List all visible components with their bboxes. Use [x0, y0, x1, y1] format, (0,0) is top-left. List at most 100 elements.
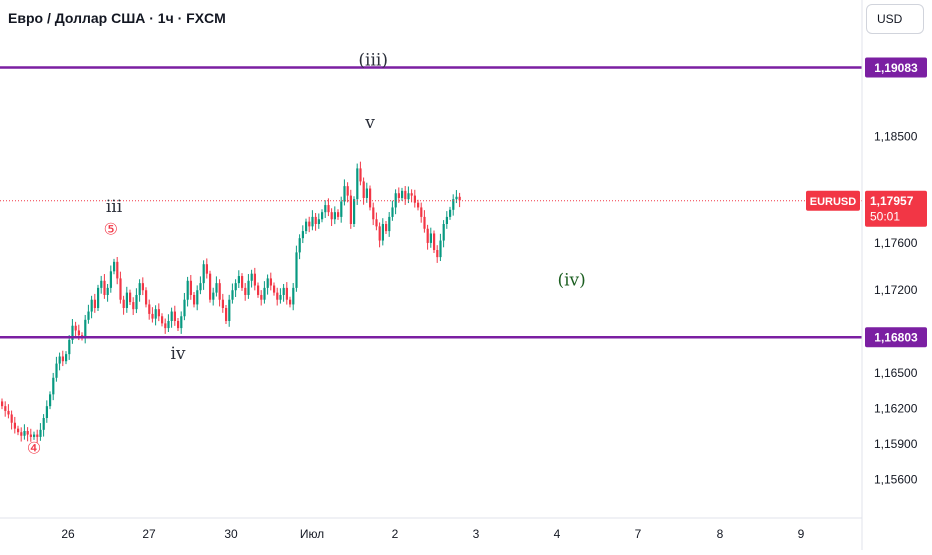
candle-body [77, 330, 80, 336]
candle-body [212, 292, 215, 300]
candle [311, 210, 314, 231]
candle-body [52, 377, 55, 395]
candle [247, 274, 250, 299]
candle [23, 424, 26, 440]
wave-label[interactable]: iii [106, 197, 123, 217]
candle-body [164, 323, 167, 329]
x-tick-label: 27 [142, 527, 156, 541]
candle [343, 179, 346, 206]
candle-body [87, 311, 90, 320]
candle-body [449, 209, 452, 217]
candle-body [49, 394, 52, 407]
candle-body [193, 294, 196, 305]
candle-body [93, 299, 96, 308]
candle-body [253, 273, 256, 286]
candle [295, 245, 298, 292]
wave-label[interactable]: (iii) [358, 50, 388, 70]
candle-body [298, 238, 301, 253]
wave-label[interactable]: ⑤ [104, 220, 118, 239]
candle [298, 234, 301, 260]
candle-body [292, 287, 295, 305]
candle [106, 283, 109, 302]
candle-body [90, 299, 93, 312]
candle [241, 273, 244, 291]
candle [234, 279, 237, 297]
candle [196, 285, 199, 311]
candle [417, 199, 420, 211]
candle-body [10, 414, 13, 423]
candle-body [218, 283, 221, 300]
candle-body [250, 273, 253, 281]
level-tag-value: 1,16803 [874, 331, 918, 345]
candle [20, 427, 23, 442]
wave-label[interactable]: v [364, 113, 375, 133]
candle-body [215, 283, 218, 293]
candle-body [433, 233, 436, 251]
candle [113, 258, 116, 275]
candle [237, 270, 240, 288]
candle [349, 189, 352, 229]
chart-title: Евро / Доллар США · 1ч · FXCM [8, 10, 226, 26]
candle [180, 311, 183, 334]
candle [253, 267, 256, 291]
candle-body [151, 313, 154, 319]
candle [289, 296, 292, 308]
candle-body [237, 276, 240, 284]
candles-layer [0, 161, 862, 443]
candle [164, 318, 167, 334]
candle-body [29, 434, 32, 437]
candle [330, 208, 333, 227]
candle [317, 213, 320, 229]
candle-body [113, 261, 116, 272]
candle [401, 187, 404, 201]
candle-body [397, 193, 400, 198]
candle-body [39, 429, 42, 437]
y-tick-label: 1,15900 [874, 437, 918, 451]
price-tag-countdown: 50:01 [870, 210, 900, 224]
annotations-layer: (iii) v iii ⑤ iv (iv) ④ [27, 50, 586, 457]
candle [71, 318, 74, 344]
candle [439, 233, 442, 262]
x-tick-label: 2 [392, 527, 399, 541]
candle [7, 404, 10, 419]
candle [84, 314, 87, 344]
candle-body [327, 205, 330, 213]
candle-body [167, 321, 170, 329]
candle [279, 288, 282, 304]
wave-label[interactable]: (iv) [557, 271, 585, 291]
candle-body [279, 294, 282, 300]
wave-label[interactable]: ④ [27, 438, 41, 457]
candle [189, 274, 192, 300]
candle [116, 257, 119, 285]
wave-label[interactable]: iv [170, 344, 185, 364]
candle-body [177, 321, 180, 329]
candle [61, 350, 64, 367]
candle [36, 429, 39, 443]
candle-body [324, 205, 327, 213]
candle-body [359, 168, 362, 182]
candle-body [266, 278, 269, 288]
y-tick-label: 1,17200 [874, 283, 918, 297]
currency-button[interactable]: USD [866, 4, 924, 34]
candle [52, 372, 55, 401]
y-tick-label: 1,18500 [874, 129, 918, 143]
candle-body [445, 216, 448, 224]
candle-body [423, 216, 426, 229]
candle [212, 287, 215, 306]
candle-body [65, 354, 68, 362]
candle-body [145, 290, 148, 305]
candle-body [257, 285, 260, 295]
candle-body [311, 216, 314, 227]
candle-body [439, 240, 442, 258]
candle-body [375, 219, 378, 227]
candle-body [452, 199, 455, 210]
candle-body [317, 219, 320, 224]
x-tick-label: Июл [300, 527, 324, 541]
candle [327, 198, 330, 217]
candle [263, 281, 266, 304]
candle-body [321, 212, 324, 220]
candle [413, 189, 416, 208]
candle [109, 265, 112, 293]
